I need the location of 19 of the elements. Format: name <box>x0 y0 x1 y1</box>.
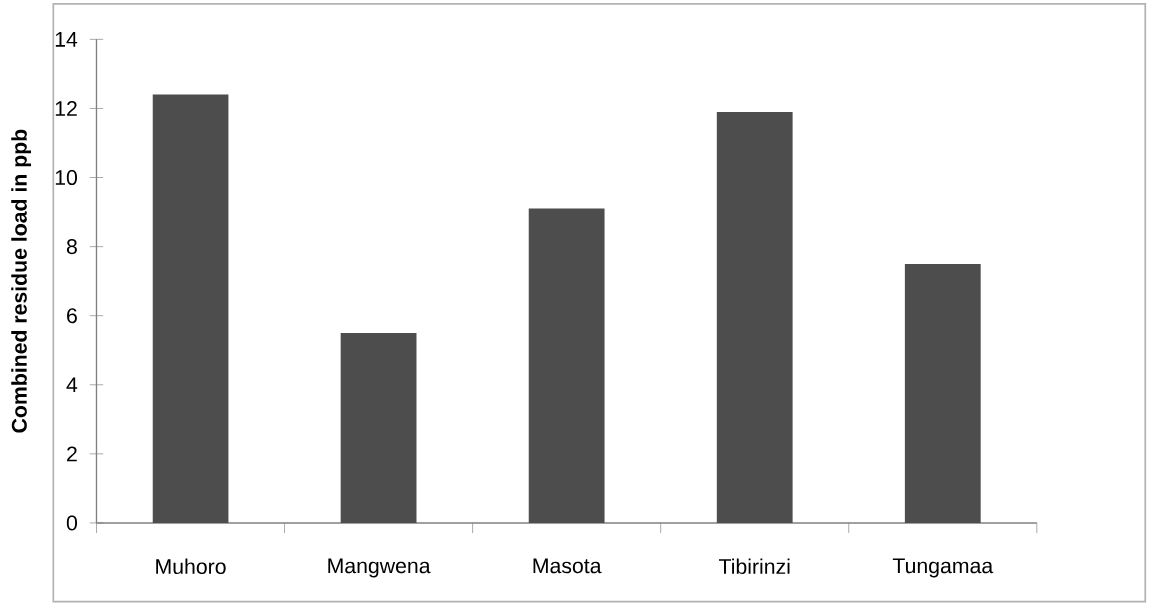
y-tick-label: 8 <box>66 238 77 254</box>
x-tick-label: Tibirinzi <box>718 558 790 574</box>
y-tick-label: 0 <box>66 515 78 531</box>
y-tick-label: 2 <box>67 446 77 462</box>
y-tick-label: 14 <box>55 31 78 47</box>
x-tick-label: Masota <box>533 558 602 574</box>
x-tick-label: Muhoro <box>156 558 226 574</box>
bar <box>716 111 793 523</box>
x-tick-label: Tungamaa <box>892 558 994 578</box>
y-axis-title: Combined residue load in ppb <box>11 129 32 433</box>
y-tick-label: 10 <box>55 169 78 185</box>
bar <box>904 263 981 523</box>
x-tick-label: Mangwena <box>328 558 431 578</box>
y-tick-label: 12 <box>55 100 77 116</box>
y-tick-label: 4 <box>66 377 78 392</box>
bar <box>152 94 229 523</box>
bar <box>528 208 605 523</box>
y-tick-label: 6 <box>67 307 77 323</box>
bar <box>340 332 417 523</box>
